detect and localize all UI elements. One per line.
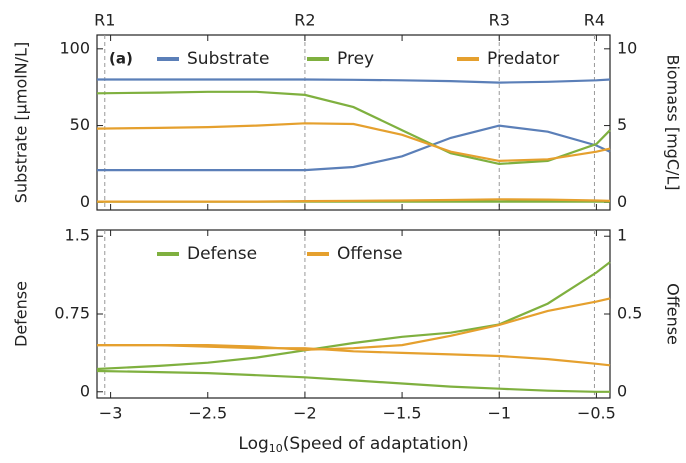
series-line <box>97 124 611 172</box>
region-label: R2 <box>294 11 315 30</box>
x-axis-label-base: Log <box>238 434 268 454</box>
legend-label: Offense <box>337 244 403 264</box>
y2-axis-label: Offense <box>664 283 683 345</box>
y2-tick-label: 0 <box>617 192 627 211</box>
series-line <box>97 198 611 203</box>
y-tick-label: 0 <box>80 192 90 211</box>
y-tick-label: 100 <box>59 38 90 57</box>
series-line <box>96 122 611 163</box>
region-label: R1 <box>94 11 115 30</box>
x-tick-label: −2.5 <box>188 404 227 423</box>
x-axis-label-rest: (Speed of adaptation) <box>283 434 469 454</box>
series-line <box>97 78 611 84</box>
y-axis-label: Defense <box>12 281 31 347</box>
x-tick-label: −3 <box>99 404 123 423</box>
legend-label: Substrate <box>187 49 269 69</box>
x-tick-label: −0.5 <box>577 404 616 423</box>
series-line <box>97 344 611 367</box>
series-line <box>96 261 611 371</box>
panel-annotation: (a) <box>109 50 133 68</box>
region-label: R3 <box>489 11 510 30</box>
x-tick-label: −1 <box>487 404 511 423</box>
region-label: R4 <box>584 11 605 30</box>
y-tick-label: 0 <box>80 381 90 400</box>
series-line <box>96 369 610 393</box>
y2-tick-label: 1 <box>617 226 627 245</box>
legend-label: Prey <box>337 49 374 69</box>
x-tick-label: −1.5 <box>383 404 422 423</box>
plot-frame <box>96 34 611 211</box>
y-axis-label: Substrate [μmolN/L] <box>12 42 31 203</box>
x-axis-label-sub: 10 <box>269 442 283 455</box>
y2-tick-label: 10 <box>617 38 637 57</box>
legend-label: Predator <box>487 49 559 69</box>
x-axis-label: Log10(Speed of adaptation) <box>238 434 468 455</box>
y-tick-label: 1.5 <box>65 226 90 245</box>
y-tick-label: 0.75 <box>54 304 90 323</box>
y2-tick-label: 0 <box>617 381 627 400</box>
series-line <box>97 297 611 351</box>
y-tick-label: 50 <box>70 115 90 134</box>
y2-tick-label: 0.5 <box>617 304 642 323</box>
x-tick-label: −2 <box>293 404 317 423</box>
y2-axis-label: Biomass [mgC/L] <box>664 54 683 190</box>
legend-label: Defense <box>187 244 257 264</box>
y2-tick-label: 5 <box>617 115 627 134</box>
